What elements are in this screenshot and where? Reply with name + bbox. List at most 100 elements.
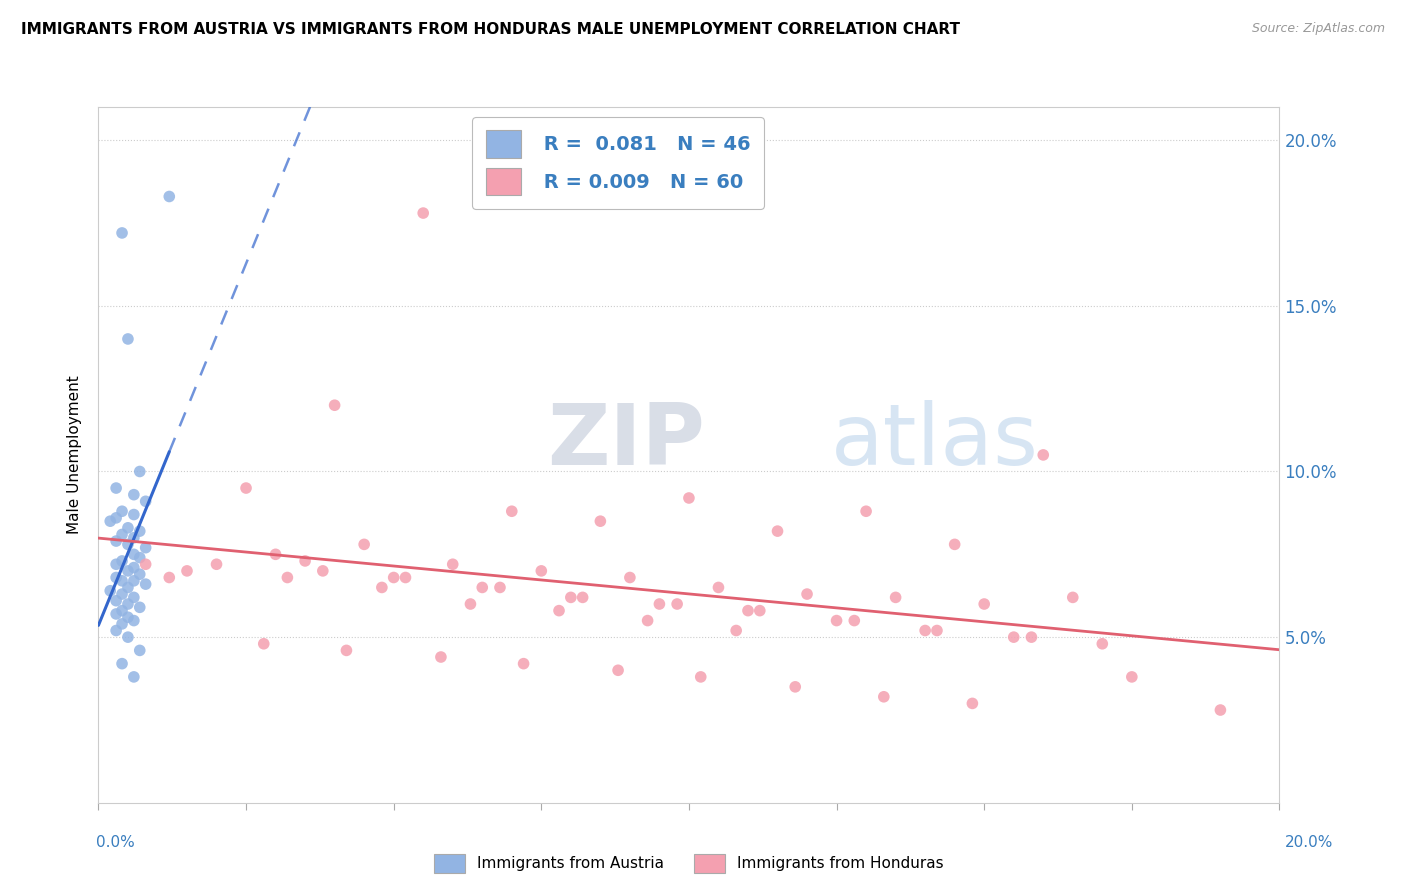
Point [98,514,121,528]
Point [117,521,139,535]
Point [111,504,134,518]
Point [884,591,907,605]
Point [501,504,523,518]
Point [117,332,139,346]
Point [785,680,807,694]
Point [117,610,139,624]
Point [323,398,346,412]
Point [460,597,482,611]
Point [122,508,145,522]
Point [394,570,416,584]
Point [873,690,896,704]
Point [371,581,394,595]
Point [571,591,593,605]
Point [122,547,145,561]
Point [176,564,198,578]
Point [1032,448,1054,462]
Point [128,550,150,565]
Point [117,564,139,578]
Point [666,597,689,611]
Point [128,600,150,615]
Point [914,624,936,638]
Point [589,514,612,528]
Point [128,567,150,582]
Point [117,537,139,551]
Point [925,624,948,638]
Point [117,630,139,644]
Point [122,614,145,628]
Point [117,597,139,611]
Point [973,597,995,611]
Point [122,591,145,605]
Point [382,570,405,584]
Point [412,206,434,220]
Point [648,597,671,611]
Point [707,581,730,595]
Point [122,560,145,574]
Point [98,583,121,598]
Point [128,524,150,538]
Point [105,570,128,584]
Point [128,643,150,657]
Point [1002,630,1025,644]
Text: 0.0%: 0.0% [96,836,135,850]
Point [128,465,150,479]
Point [111,527,134,541]
Point [430,650,453,665]
Point [105,481,128,495]
Point [105,558,128,572]
Point [294,554,316,568]
Point [943,537,966,551]
Point [766,524,789,538]
Point [111,587,134,601]
Point [111,226,134,240]
Text: Source: ZipAtlas.com: Source: ZipAtlas.com [1251,22,1385,36]
Point [962,697,984,711]
Point [105,607,128,621]
Point [122,574,145,588]
Point [111,574,134,588]
Point [1209,703,1232,717]
Point [105,534,128,549]
Point [135,577,157,591]
Point [607,663,630,677]
Point [122,531,145,545]
Point [855,504,877,518]
Point [748,604,770,618]
Text: IMMIGRANTS FROM AUSTRIA VS IMMIGRANTS FROM HONDURAS MALE UNEMPLOYMENT CORRELATIO: IMMIGRANTS FROM AUSTRIA VS IMMIGRANTS FR… [21,22,960,37]
Text: 20.0%: 20.0% [1285,836,1333,850]
Point [253,637,276,651]
Point [489,581,512,595]
Point [637,614,659,628]
Point [1121,670,1143,684]
Point [737,604,759,618]
Point [441,558,464,572]
Point [725,624,748,638]
Point [548,604,571,618]
Point [122,488,145,502]
Point [135,558,157,572]
Point [105,511,128,525]
Text: ZIP: ZIP [547,400,704,483]
Point [471,581,494,595]
Point [235,481,257,495]
Point [117,581,139,595]
Point [353,537,375,551]
Point [264,547,287,561]
Point [111,657,134,671]
Point [276,570,298,584]
Point [105,593,128,607]
Point [530,564,553,578]
Point [844,614,866,628]
Point [335,643,357,657]
Point [135,541,157,555]
Point [111,604,134,618]
Point [135,494,157,508]
Point [111,616,134,631]
Point [689,670,711,684]
Point [105,624,128,638]
Point [122,670,145,684]
Point [512,657,534,671]
Point [157,189,180,203]
Point [560,591,582,605]
